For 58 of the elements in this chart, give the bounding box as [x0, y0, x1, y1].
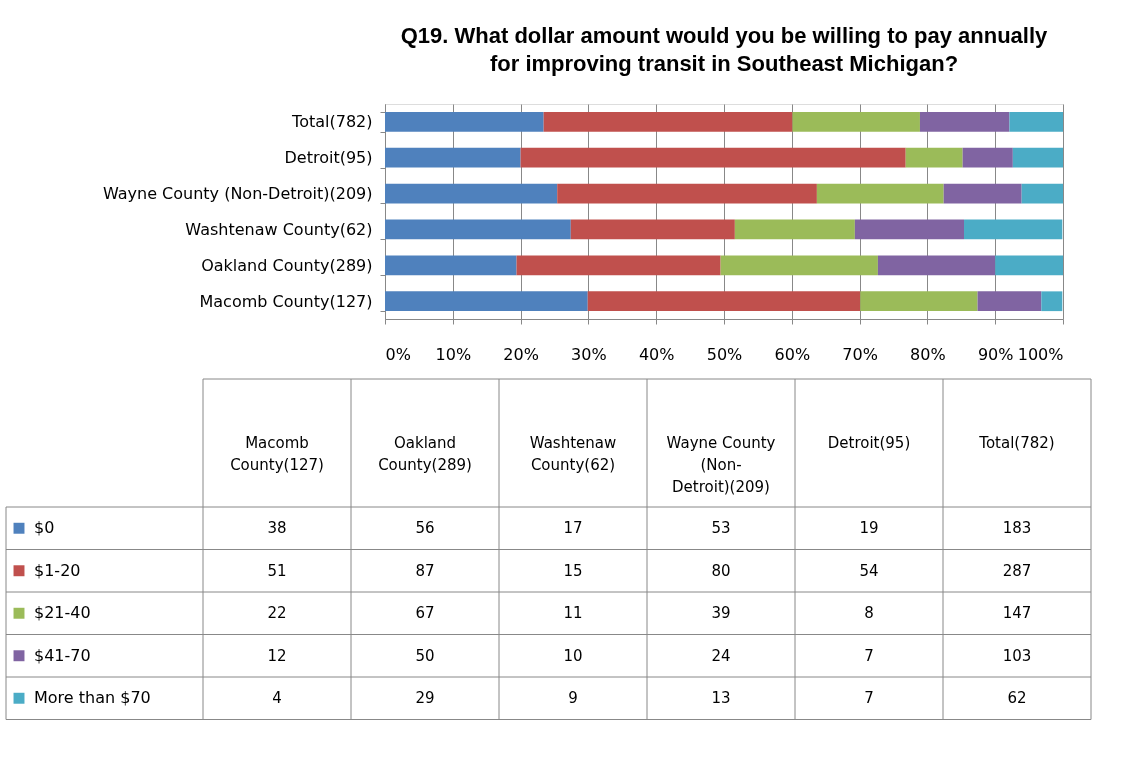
text: 103	[1002, 646, 1032, 665]
text: 24	[711, 646, 731, 665]
y-tick-label: Wayne County (Non-Detroit)(209)	[102, 184, 373, 204]
y-tick-label: Washtenaw County(62)	[185, 219, 373, 239]
legend-label: More than $70	[34, 688, 151, 708]
legend-label: $41-70	[34, 645, 91, 665]
x-tick-label: 60%	[774, 344, 811, 364]
text: 9	[568, 689, 578, 708]
category-label: Wayne County (Non-Detroit)(209)	[666, 434, 776, 496]
text: 51	[267, 561, 287, 580]
x-tick-label: 0%	[385, 344, 411, 364]
x-tick-label: 80%	[910, 344, 946, 364]
y-tick-label: Total(782)	[291, 112, 373, 132]
x-tick-label: 10%	[435, 344, 472, 364]
y-tick-label: Oakland County(289)	[201, 255, 373, 275]
text: 11	[563, 604, 583, 623]
text: 8	[864, 604, 874, 623]
legend-label: $0	[34, 518, 55, 538]
text: 10	[563, 646, 583, 665]
legend-label: $1-20	[34, 560, 81, 580]
text: 147	[1002, 604, 1032, 623]
text: 19	[859, 519, 879, 538]
text: 39	[711, 604, 731, 623]
text: 53	[711, 519, 731, 538]
category-label: Total(782)	[979, 434, 1055, 452]
y-tick-label: Macomb County(127)	[199, 291, 373, 311]
text: 287	[1002, 561, 1032, 580]
legend-label: $21-40	[34, 603, 91, 623]
y-tick-label: Detroit(95)	[284, 148, 373, 168]
x-tick-label: 40%	[638, 344, 675, 364]
text: 13	[711, 689, 731, 708]
category-label: Washtenaw County(62)	[529, 434, 617, 474]
text: 87	[415, 561, 435, 580]
text: 56	[415, 519, 435, 538]
text: 17	[563, 519, 583, 538]
x-tick-label: 90%	[977, 344, 1014, 364]
category-label: Oakland County(289)	[378, 434, 472, 474]
x-tick-label: 30%	[571, 344, 607, 364]
text: 4	[272, 689, 282, 708]
text: 80	[711, 561, 731, 580]
text: 67	[415, 604, 435, 623]
x-tick-label: 70%	[842, 344, 878, 364]
text: 7	[864, 689, 874, 708]
text: 7	[864, 646, 874, 665]
text: 29	[415, 689, 435, 708]
chart-title: Q19. What dollar amount would you be willing to pay annually for improving transit in Southeast Michigan?	[400, 23, 1049, 76]
x-tick-label: 50%	[706, 344, 743, 364]
text: 62	[1007, 689, 1027, 708]
category-label: Detroit(95)	[827, 434, 911, 452]
text: 12	[267, 646, 287, 665]
x-tick-label: 20%	[503, 344, 539, 364]
text: 15	[563, 561, 583, 580]
x-tick-label: 100%	[1017, 344, 1064, 364]
text: 22	[267, 604, 287, 623]
text: 50	[415, 646, 435, 665]
text: 38	[267, 519, 287, 538]
text: 54	[859, 561, 879, 580]
text: 183	[1002, 519, 1032, 538]
